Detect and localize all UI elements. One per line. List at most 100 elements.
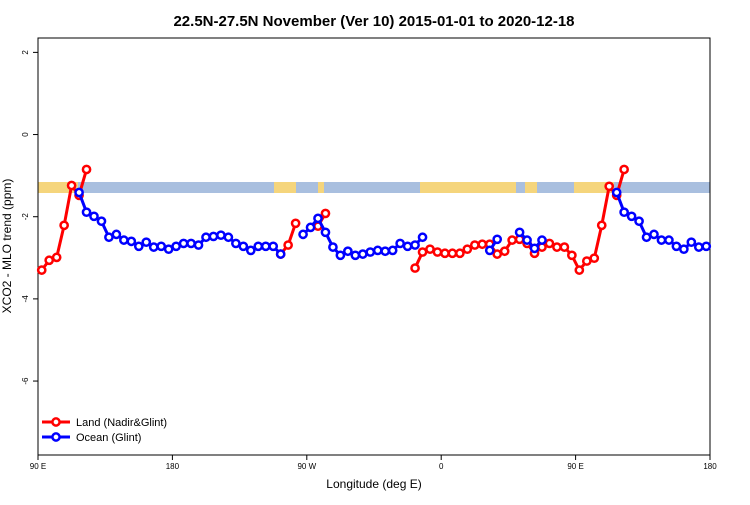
x-tick-label: 0 [439,462,444,471]
data-point [193,240,204,250]
x-tick-label: 180 [166,462,180,471]
y-tick-label: 0 [21,132,30,137]
data-point [350,250,361,261]
data-point [701,241,712,252]
data-point [462,244,473,255]
data-point [499,246,510,257]
data-point [201,232,211,243]
data-point [178,238,189,249]
y-tick-label: -4 [21,295,30,303]
data-point [253,241,264,252]
data-point [141,237,152,248]
data-point [492,234,503,245]
data-point [589,253,600,264]
data-point [455,248,465,259]
data-point [626,211,637,222]
data-point [357,249,368,259]
x-axis-label: Longitude (deg E) [326,477,421,491]
data-point [96,216,107,227]
data-point [268,241,279,252]
x-tick-label: 90 W [297,462,316,471]
x-tick-label: 90 E [30,462,46,471]
data-point [664,235,674,245]
data-point [679,244,689,255]
data-point [320,208,331,219]
legend-marker [51,432,61,442]
data-point [89,211,99,222]
data-point [611,187,622,198]
data-point [604,181,615,192]
data-point [619,207,629,218]
y-tick-label: -6 [21,377,30,385]
data-point [484,245,495,256]
data-point [343,246,353,257]
data-point [649,229,659,240]
data-point [686,237,697,248]
data-point [81,207,92,218]
data-point [544,238,555,249]
data-point [283,240,293,250]
data-point [51,252,62,263]
data-point [410,263,420,273]
legend-label: Land (Nadir&Glint) [76,417,167,429]
data-point [432,247,443,257]
data-point [260,241,271,252]
data-point [581,256,592,266]
data-point [126,236,137,247]
chart-title: 22.5N-27.5N November (Ver 10) 2015-01-01… [173,13,574,30]
y-axis-label: XCO2 - MLO trend (ppm) [0,179,14,314]
data-point [537,235,547,245]
data-point [148,242,159,252]
data-point [522,235,532,245]
data-point [395,238,405,249]
data-point [245,245,256,256]
data-point [380,246,391,257]
data-point [693,242,704,252]
data-point [634,216,644,227]
data-point [387,245,398,256]
y-tick-label: -2 [21,213,30,221]
data-point [238,241,249,252]
data-point [529,243,540,254]
data-point [163,244,174,255]
data-point [305,222,316,233]
data-point [671,241,682,252]
data-point [290,218,301,229]
y-tick-label: 2 [21,50,30,55]
data-point [514,227,525,238]
data-point [507,235,517,245]
data-point [335,250,346,261]
legend-marker [51,417,61,427]
data-point [208,231,219,242]
data-point [440,248,450,259]
data-point [477,239,488,250]
x-tick-label: 180 [703,462,717,471]
data-point [298,229,308,240]
data-point [81,164,92,175]
data-point [596,220,607,231]
data-point [119,235,129,245]
data-point [567,250,577,261]
data-point [104,232,114,243]
data-point [171,241,181,252]
legend: Land (Nadir&Glint) Ocean (Glint) [42,417,167,444]
data-point [133,241,144,252]
data-point [44,255,55,266]
data-point [231,238,241,249]
data-point [574,265,585,275]
x-tick-label: 90 E [567,462,583,471]
data-point [425,244,435,255]
data-point [320,227,331,238]
data-point [372,245,383,256]
data-point [559,242,570,252]
data-point [186,238,196,249]
data-point [365,247,376,257]
data-point [36,265,47,275]
data-point [619,164,629,175]
data-point [59,220,69,231]
data-point [641,232,652,243]
data-point [111,229,122,240]
data-point [275,249,286,259]
data-point [402,241,413,252]
data-point [656,235,667,245]
